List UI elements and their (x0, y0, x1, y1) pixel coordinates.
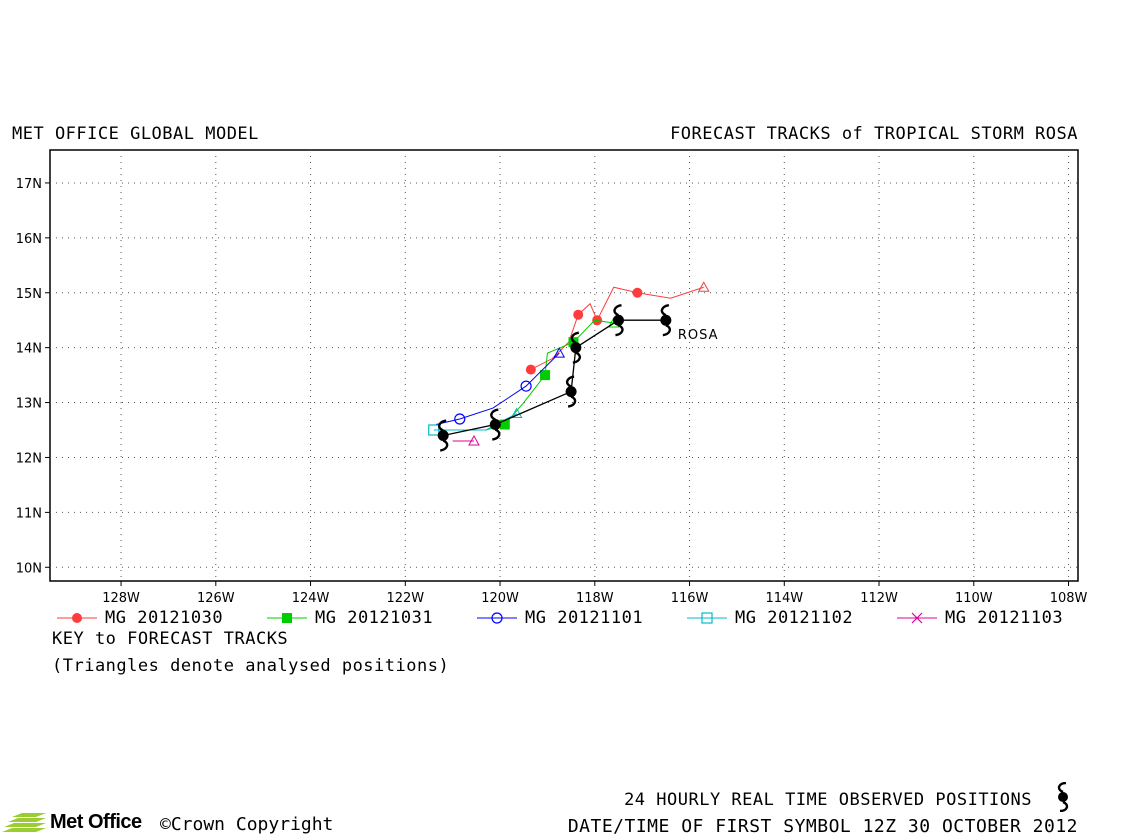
forecast-track-line (435, 352, 560, 426)
storm-symbol-arm (615, 324, 624, 337)
map-grid (50, 150, 1078, 581)
storm-symbol-arm (492, 428, 501, 441)
tick-label-lat: 15N (16, 287, 42, 302)
track-marker-open-square (428, 424, 440, 436)
storm-symbol-arm (613, 304, 622, 317)
tick-label-lon: 118W (576, 591, 614, 606)
storm-symbol-arm (567, 395, 577, 408)
legend-label: MG 20121103 (945, 608, 1064, 628)
storm-symbol-arm (438, 419, 447, 432)
legend-label: MG 20121101 (525, 608, 644, 628)
legend-swatch (897, 612, 937, 624)
analysed-position-triangle (697, 281, 710, 292)
track-marker-cross (911, 612, 923, 624)
storm-label: ROSA (678, 328, 719, 343)
copyright-notice: ©Crown Copyright (160, 814, 334, 835)
storm-symbol (570, 331, 582, 364)
storm-symbol (612, 304, 624, 337)
legend-item: MG 20121103 (895, 607, 1063, 629)
tick-label-lon: 124W (292, 591, 330, 606)
forecast-track (485, 316, 620, 431)
legend-swatch (477, 612, 517, 624)
tick-label-lat: 16N (16, 232, 42, 247)
header-left-title: MET OFFICE GLOBAL MODEL (12, 124, 259, 144)
met-office-logo-text: Met Office (50, 810, 142, 833)
track-marker-filled-circle (632, 287, 643, 298)
tick-label-lat: 14N (16, 342, 42, 357)
legend-swatch (267, 613, 307, 623)
track-marker-filled-circle (72, 613, 82, 623)
observed-track-line (443, 319, 666, 437)
storm-symbol-eye (565, 386, 577, 398)
storm-symbol (489, 408, 501, 441)
storm-symbol-arm (662, 324, 672, 337)
tick-label-lon: 116W (671, 591, 709, 606)
tick-label-lat: 10N (16, 561, 42, 576)
tick-label-lat: 13N (16, 397, 42, 412)
track-marker-open-square (701, 612, 713, 624)
header-right-title: FORECAST TRACKS of TROPICAL STORM ROSA (670, 124, 1078, 144)
track-marker-filled-square (540, 370, 551, 381)
storm-symbol-arm (570, 331, 580, 344)
storm-symbol-arm (660, 304, 670, 317)
tick-label-lon: 110W (955, 591, 993, 606)
legend-item: MG 20121031 (265, 607, 433, 629)
tick-label-lon: 114W (765, 591, 803, 606)
track-marker-open-circle (491, 612, 503, 624)
legend-item: MG 20121101 (475, 607, 643, 629)
tick-label-lat: 11N (16, 506, 42, 521)
tick-label-lon: 120W (481, 591, 519, 606)
map-axis-labels: 128W 126W 124W 122W 120W 118W 116W 114W 112W 110W… (16, 177, 1088, 606)
storm-symbol-eye (437, 430, 449, 442)
observed-positions-note: 24 HOURLY REAL TIME OBSERVED POSITIONS (624, 790, 1032, 810)
legend-item: MG 20121030 (55, 607, 223, 629)
forecast-track (452, 434, 480, 446)
storm-symbol-eye (660, 314, 672, 326)
storm-symbol (437, 419, 449, 452)
tick-label-lon: 108W (1050, 591, 1088, 606)
analysed-position-triangle (510, 407, 523, 419)
analysed-position-triangle (468, 434, 480, 446)
tick-label-lat: 17N (16, 177, 42, 192)
track-marker-filled-circle (525, 364, 536, 375)
track-marker-filled-square (282, 613, 292, 623)
legend-label: MG 20121102 (735, 608, 854, 628)
tick-label-lon: 122W (386, 591, 424, 606)
track-marker-open-circle (520, 380, 532, 392)
storm-symbol (660, 304, 672, 337)
key-title: KEY to FORECAST TRACKS (52, 629, 289, 649)
storm-symbol-arm (572, 351, 582, 364)
track-marker-open-circle (454, 413, 466, 425)
map-frame (49, 149, 1079, 582)
met-office-logo-icon (2, 813, 46, 832)
analysed-position-triangle (553, 347, 566, 358)
tropical-storm-icon (1057, 782, 1069, 812)
storm-symbol-arm (565, 375, 575, 388)
legend-label: MG 20121031 (315, 608, 434, 628)
tick-label-lon: 126W (197, 591, 235, 606)
first-symbol-datetime: DATE/TIME OF FIRST SYMBOL 12Z 30 OCTOBER… (567, 816, 1078, 837)
storm-symbol-arm (490, 408, 499, 421)
observed-track (437, 304, 672, 452)
legend-swatch (57, 613, 97, 623)
legend-label: MG 20121030 (105, 608, 224, 628)
storm-symbol (565, 375, 577, 408)
storm-symbol-eye (489, 419, 501, 431)
legend-item: MG 20121102 (685, 607, 853, 629)
storm-symbol-eye (612, 314, 624, 326)
tick-label-lat: 12N (16, 451, 42, 466)
legend-swatch (687, 612, 727, 624)
forecast-track (435, 347, 566, 426)
met-office-logo: Met Office (2, 810, 142, 834)
key-note: (Triangles denote analysed positions) (52, 656, 450, 676)
storm-symbol-eye (570, 342, 582, 354)
storm-symbol-arm (439, 439, 449, 452)
tick-label-lon: 112W (860, 591, 898, 606)
track-marker-filled-circle (573, 309, 584, 320)
tick-label-lon: 128W (102, 591, 140, 606)
track-marker-filled-square (499, 419, 510, 430)
